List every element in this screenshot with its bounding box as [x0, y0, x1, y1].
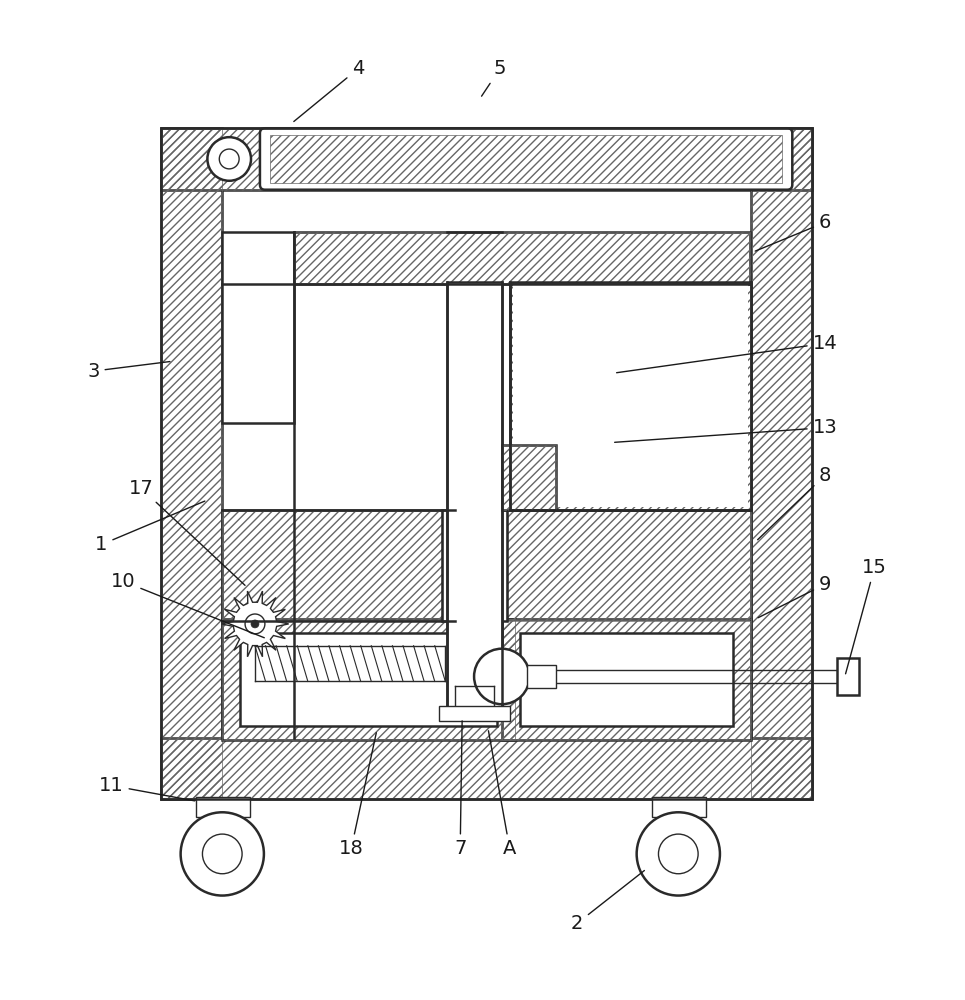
- Text: 14: 14: [617, 334, 838, 373]
- Bar: [161, 128, 222, 799]
- Text: 3: 3: [87, 362, 170, 381]
- Bar: [196, 797, 250, 817]
- Bar: [161, 128, 222, 799]
- Text: 6: 6: [756, 213, 831, 251]
- Bar: [510, 282, 751, 510]
- Text: 17: 17: [128, 479, 245, 585]
- Bar: [161, 128, 813, 190]
- Text: 8: 8: [758, 466, 831, 540]
- Circle shape: [658, 834, 698, 874]
- Text: 15: 15: [845, 558, 887, 674]
- Bar: [651, 797, 706, 817]
- Circle shape: [203, 834, 242, 874]
- Bar: [222, 510, 751, 621]
- Bar: [448, 282, 502, 711]
- Bar: [270, 135, 783, 183]
- Bar: [512, 285, 748, 507]
- Text: 4: 4: [293, 59, 364, 122]
- Bar: [240, 633, 497, 726]
- Text: 13: 13: [615, 418, 838, 442]
- Circle shape: [245, 614, 265, 634]
- Bar: [293, 232, 750, 284]
- Text: 2: 2: [571, 871, 645, 933]
- Text: 7: 7: [454, 721, 466, 858]
- Bar: [502, 445, 557, 510]
- Bar: [222, 510, 751, 621]
- Text: 18: 18: [339, 733, 376, 858]
- Text: 1: 1: [96, 501, 205, 554]
- Text: 5: 5: [482, 59, 506, 96]
- Bar: [502, 619, 751, 740]
- Bar: [510, 282, 751, 510]
- Bar: [502, 619, 751, 740]
- Bar: [161, 128, 813, 799]
- Circle shape: [474, 649, 530, 704]
- Bar: [161, 128, 813, 190]
- Circle shape: [251, 620, 259, 628]
- Polygon shape: [221, 591, 289, 657]
- Text: A: A: [488, 731, 516, 858]
- Text: 9: 9: [758, 575, 831, 618]
- Bar: [510, 282, 751, 510]
- Bar: [527, 665, 557, 688]
- Bar: [161, 738, 813, 799]
- Bar: [161, 738, 813, 799]
- Bar: [751, 128, 813, 799]
- Bar: [442, 510, 507, 621]
- Bar: [293, 232, 750, 284]
- Text: 10: 10: [111, 572, 264, 638]
- FancyBboxPatch shape: [260, 128, 792, 190]
- Bar: [222, 232, 293, 423]
- Circle shape: [207, 137, 251, 181]
- Circle shape: [219, 149, 239, 169]
- Bar: [502, 445, 557, 510]
- Circle shape: [180, 812, 263, 896]
- Bar: [222, 619, 514, 740]
- Bar: [222, 619, 514, 740]
- Bar: [439, 706, 510, 721]
- Circle shape: [637, 812, 720, 896]
- Text: 11: 11: [98, 776, 195, 801]
- Bar: [751, 128, 813, 799]
- Bar: [520, 633, 732, 726]
- Bar: [837, 658, 859, 695]
